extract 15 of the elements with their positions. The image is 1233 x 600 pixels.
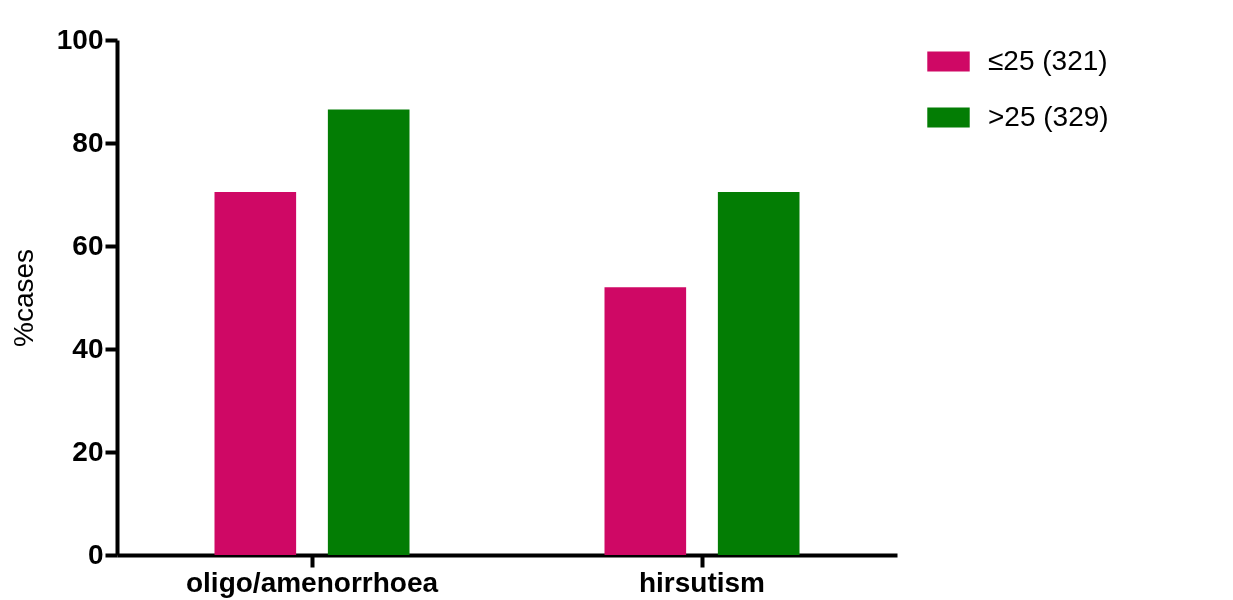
x-tick-label: hirsutism: [638, 566, 766, 598]
bar: [214, 191, 297, 555]
y-tick-label: 100: [56, 23, 104, 55]
legend-label: ≤25 (321): [988, 44, 1108, 76]
y-axis-title: %cases: [7, 248, 39, 348]
legend-label: >25 (329): [988, 100, 1109, 132]
x-tick-label: oligo/amenorrhoea: [185, 566, 439, 598]
y-tick-label: 20: [72, 435, 104, 467]
bar: [717, 191, 800, 555]
y-tick-label: 80: [72, 126, 104, 158]
bar: [327, 109, 410, 555]
y-tick-label: 0: [87, 538, 104, 570]
bar: [604, 287, 687, 555]
y-tick-label: 60: [72, 229, 104, 261]
y-tick-label: 40: [72, 332, 104, 364]
